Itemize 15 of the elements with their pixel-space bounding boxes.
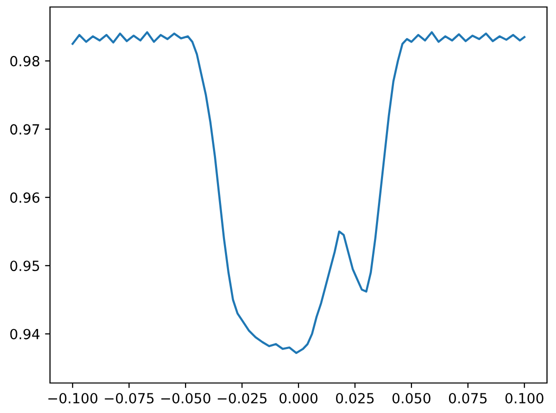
- x-tick-label: 0.050: [392, 392, 430, 404]
- x-tick-label: −0.025: [218, 392, 267, 404]
- line-series: [72, 31, 526, 354]
- x-tick-label: 0.100: [505, 392, 544, 404]
- x-tick-label: −0.075: [104, 392, 154, 404]
- y-tick-label: 0.95: [10, 260, 40, 272]
- y-tick-label: 0.94: [10, 328, 40, 340]
- x-tick-label: 0.075: [448, 392, 487, 404]
- x-tick-label: −0.050: [161, 392, 210, 404]
- x-tick-label: 0.000: [280, 392, 318, 404]
- y-tick-label: 0.98: [10, 56, 40, 66]
- x-tick-label: 0.025: [336, 392, 374, 404]
- x-tick-label: −0.100: [48, 392, 98, 404]
- y-tick-label: 0.96: [10, 192, 40, 203]
- y-tick-label: 0.97: [10, 124, 40, 135]
